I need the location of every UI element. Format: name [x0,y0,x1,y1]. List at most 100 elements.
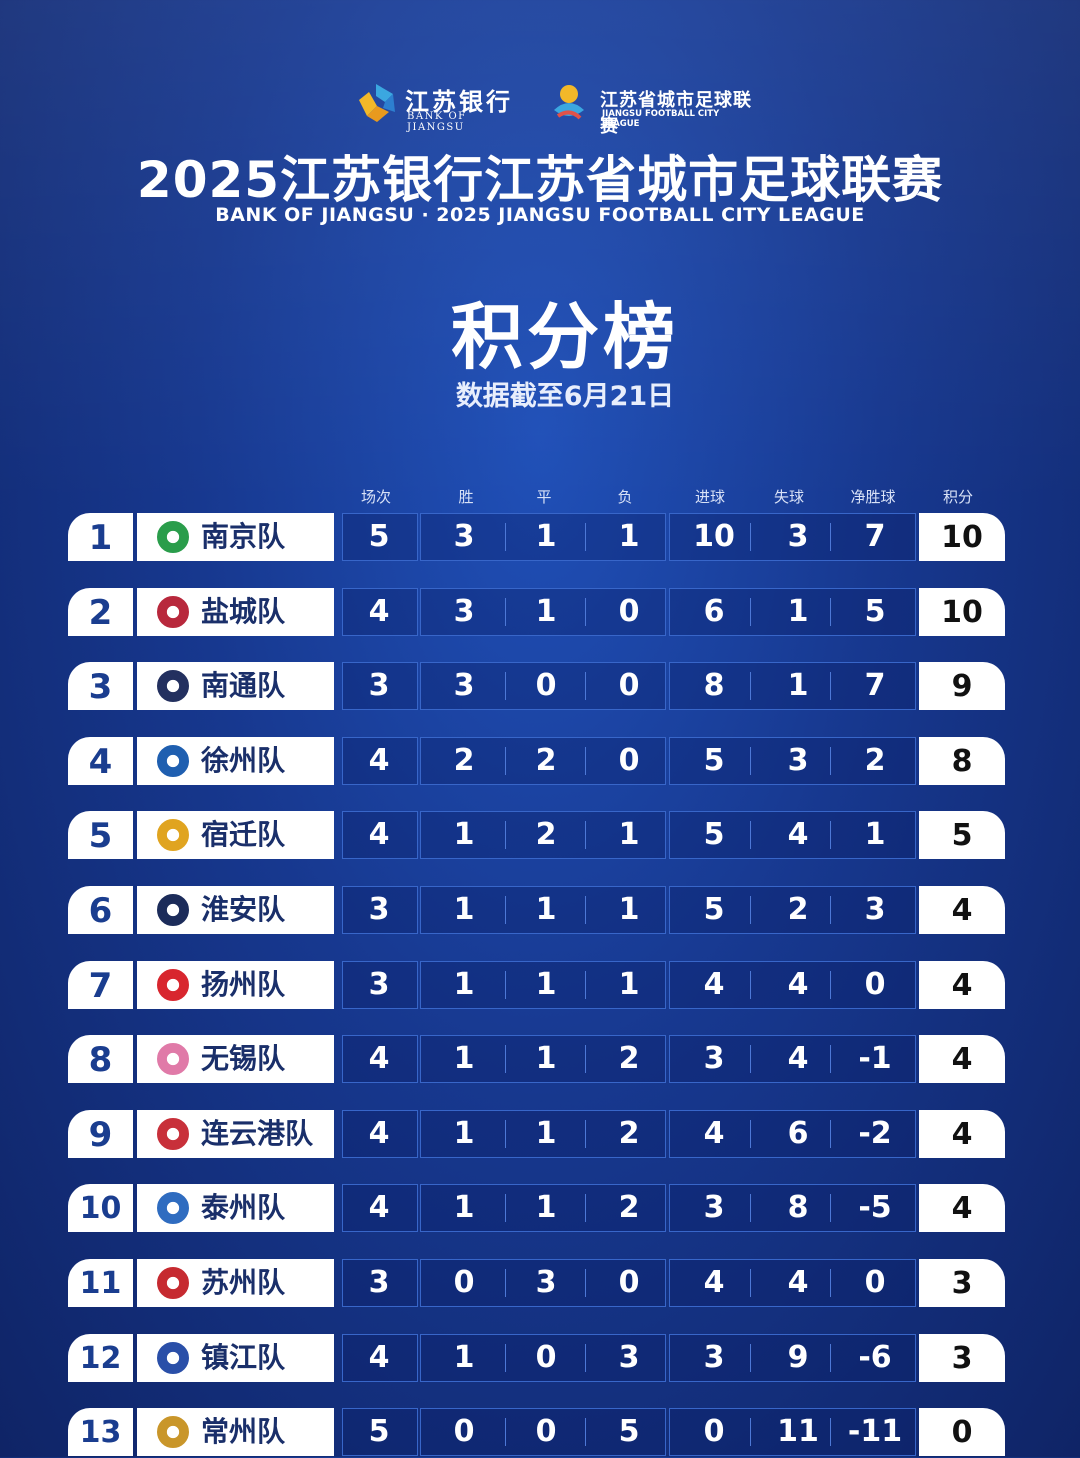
played-box [342,587,418,636]
team-name: 扬州队 [201,967,286,1001]
stat-ga: 11 [777,1414,819,1450]
stat-won: 1 [453,817,475,853]
stat-drawn: 0 [535,668,557,704]
record-box [420,1184,666,1233]
rank-cell: 11 [68,1259,133,1307]
record-box [420,811,666,860]
goals-box [669,1109,916,1158]
team-name: 镇江队 [201,1340,286,1374]
cell-divider [750,1045,751,1074]
stat-gd: 5 [864,593,886,629]
stat-played: 5 [368,519,390,554]
stat-gf: 0 [703,1414,725,1450]
stat-gd: 3 [864,892,886,927]
nantong-crest-icon [157,670,189,703]
cell-divider [750,1269,751,1297]
team-cell: 扬州队 [137,960,334,1009]
stat-gf: 3 [703,1339,725,1375]
rank-cell: 10 [68,1184,133,1233]
stat-played: 4 [368,817,390,853]
team-cell: 徐州队 [137,736,334,785]
team-name: 盐城队 [201,594,286,628]
stat-lost: 1 [618,892,640,927]
rank-cell: 5 [68,811,133,860]
stat-gd: 0 [864,1265,886,1300]
cell-divider [505,672,506,701]
goals-box [669,587,916,636]
stat-lost: 1 [618,519,640,554]
team-name: 常州队 [201,1415,286,1449]
team-name: 徐州队 [201,743,286,777]
team-name: 南通队 [201,669,286,703]
stat-gf: 3 [703,1041,725,1077]
stat-gd: -1 [858,1041,892,1077]
record-box [420,513,666,561]
cell-divider [585,1418,586,1447]
points-cell: 4 [919,1109,1005,1158]
stat-played: 4 [368,1339,390,1375]
points-cell: 0 [919,1408,1005,1457]
team-name: 连云港队 [201,1116,314,1150]
bank-logo: 江苏银行 BANK OF JIANGSU [355,80,525,133]
stat-won: 3 [453,519,475,554]
stat-gd: -6 [858,1339,892,1375]
team-cell: 宿迁队 [137,811,334,860]
cell-divider [830,1269,831,1297]
played-box [342,1109,418,1158]
stat-gd: 1 [864,817,886,853]
points-cell: 5 [919,811,1005,860]
cell-divider [505,1119,506,1148]
stat-ga: 8 [787,1190,809,1226]
cell-divider [750,1418,751,1447]
stat-lost: 0 [618,1265,640,1300]
rank-cell: 2 [68,587,133,636]
bank-name-cn: 江苏银行 [405,87,513,116]
record-box [420,1035,666,1084]
played-box [342,1333,418,1382]
league-logo: 江苏省城市足球联赛 JIANGSU FOOTBALL CITY LEAGUE [548,80,758,137]
points-cell: 4 [919,886,1005,934]
stat-drawn: 1 [535,1041,557,1077]
points-cell: 4 [919,960,1005,1009]
points-cell: 4 [919,1184,1005,1233]
stat-played: 5 [368,1414,390,1450]
stat-ga: 4 [787,1041,809,1077]
cell-divider [830,1343,831,1372]
stat-won: 0 [453,1414,475,1450]
goals-box [669,736,916,785]
stat-won: 1 [453,966,475,1002]
cell-divider [750,597,751,626]
rank-cell: 3 [68,662,133,711]
page-title: 2025江苏银行江苏省城市足球联赛 [136,151,944,209]
team-cell: 常州队 [137,1408,334,1457]
record-box [420,662,666,711]
team-name: 无锡队 [201,1042,286,1076]
cell-divider [585,970,586,999]
stat-won: 1 [453,1115,475,1151]
stat-played: 4 [368,742,390,778]
rank-cell: 1 [68,513,133,561]
rank-cell: 9 [68,1109,133,1158]
cell-divider [505,896,506,924]
stat-won: 0 [453,1265,475,1300]
cell-divider [830,672,831,701]
suzhou-crest-icon [157,1267,189,1299]
table-row: 8 无锡队 4 1 1 2 3 4 -1 4 [0,1035,1080,1085]
cell-divider [830,821,831,850]
table-row: 3 南通队 3 3 0 0 8 1 7 9 [0,662,1080,712]
team-name: 泰州队 [201,1191,286,1225]
table-row: 5 宿迁队 4 1 2 1 5 4 1 5 [0,811,1080,861]
stat-drawn: 1 [535,593,557,629]
team-name: 苏州队 [201,1266,286,1299]
stat-drawn: 1 [535,966,557,1002]
played-box [342,513,418,561]
stat-gd: 7 [864,668,886,704]
cell-divider [505,1045,506,1074]
stat-lost: 1 [618,966,640,1002]
bank-of-jiangsu-logo-icon [359,84,395,122]
cell-divider [505,746,506,775]
rank-cell: 8 [68,1035,133,1084]
goals-box [669,1408,916,1457]
cell-divider [750,1119,751,1148]
stat-played: 3 [368,966,390,1002]
